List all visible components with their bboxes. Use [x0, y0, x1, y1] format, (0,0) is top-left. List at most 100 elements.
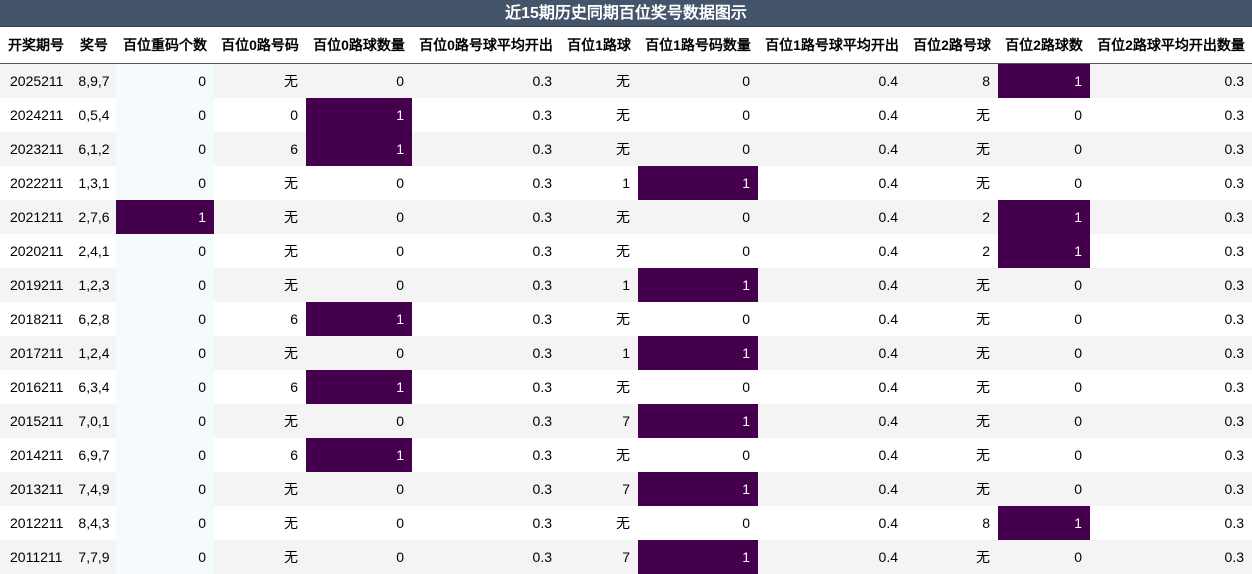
col-route0-number-cell: 无 [284, 175, 298, 191]
table-row: 2020211 2,4,1 0 无 0 0.3 无 0 0.4 2 1 0.3 [0, 234, 1252, 268]
col-route0-count-cell: 0 [306, 404, 412, 438]
col-hundreds-repeat-count-cell: 0 [116, 472, 214, 506]
col-route1-average-cell: 0.4 [878, 175, 898, 191]
table-row: 2025211 8,9,7 0 无 0 0.3 无 0 0.4 8 1 0.3 [0, 63, 1252, 98]
col-route2-ball-cell: 无 [976, 107, 990, 123]
col-route0-number-cell: 无 [214, 63, 306, 98]
table-body: 2025211 8,9,7 0 无 0 0.3 无 0 0.4 8 1 0.3 2024211 0,5,4… [0, 63, 1252, 574]
table-row: 2023211 6,1,2 0 6 1 0.3 无 0 0.4 无 0 0.3 [0, 132, 1252, 166]
col-route1-average-cell: 0.4 [878, 107, 898, 123]
col-winning-number-cell: 6,1,2 [72, 132, 116, 166]
col-draw-number-cell: 2018211 [10, 311, 64, 327]
col-draw-number-cell: 2011211 [0, 540, 72, 574]
col-route1-count-cell: 0 [638, 132, 758, 166]
col-route1-average-cell: 0.4 [758, 200, 906, 234]
col-draw-number-header: 开奖期号 [0, 27, 72, 64]
col-winning-number-cell: 8,9,7 [72, 63, 116, 98]
col-route0-average-cell: 0.3 [532, 515, 552, 531]
col-route1-average-header: 百位1路号球平均开出 [758, 27, 906, 64]
table-row: 2014211 6,9,7 0 6 1 0.3 无 0 0.4 无 0 0.3 [0, 438, 1252, 472]
col-route2-count-cell: 0 [1074, 311, 1082, 327]
col-route0-count-cell: 1 [306, 438, 412, 472]
col-route1-ball-cell: 无 [616, 311, 630, 327]
col-route1-average-cell: 0.4 [758, 404, 906, 438]
col-route2-ball-cell: 无 [906, 472, 998, 506]
col-route2-average-cell: 0.3 [1090, 472, 1252, 506]
table-row: 2016211 6,3,4 0 6 1 0.3 无 0 0.4 无 0 0.3 [0, 370, 1252, 404]
col-route0-average-cell: 0.3 [412, 132, 560, 166]
table-row: 2024211 0,5,4 0 0 1 0.3 无 0 0.4 无 0 0.3 [0, 98, 1252, 132]
col-route0-average-cell: 0.3 [532, 107, 552, 123]
col-route1-ball-cell: 无 [616, 107, 630, 123]
col-route2-count-cell: 0 [998, 472, 1090, 506]
table-row: 2018211 6,2,8 0 6 1 0.3 无 0 0.4 无 0 0.3 [0, 302, 1252, 336]
col-route1-ball-cell: 无 [560, 200, 638, 234]
col-route1-count-cell: 0 [742, 515, 750, 531]
col-route0-count-cell: 0 [396, 243, 404, 259]
col-hundreds-repeat-count-cell: 0 [116, 234, 214, 268]
col-route0-number-cell: 6 [214, 132, 306, 166]
col-route1-ball-cell: 无 [560, 132, 638, 166]
col-route1-average-cell: 0.4 [878, 515, 898, 531]
col-route1-ball-cell: 无 [616, 379, 630, 395]
col-route2-count-cell: 1 [998, 506, 1090, 540]
col-route2-ball-cell: 无 [976, 311, 990, 327]
col-route2-average-cell: 0.3 [1090, 200, 1252, 234]
col-route0-count-cell: 0 [306, 200, 412, 234]
col-route1-ball-cell: 无 [616, 447, 630, 463]
col-route0-count-cell: 1 [306, 132, 412, 166]
col-route2-ball-cell: 无 [976, 175, 990, 191]
header-row: 开奖期号 奖号 百位重码个数 百位0路号码 百位0路球数量 百位0路号球平均开出 百位1路球… [0, 27, 1252, 64]
col-route0-number-cell: 无 [284, 243, 298, 259]
col-route1-count-cell: 1 [638, 336, 758, 370]
col-route1-average-cell: 0.4 [758, 472, 906, 506]
col-route2-ball-cell: 2 [982, 243, 990, 259]
col-route0-count-cell: 0 [396, 175, 404, 191]
col-route2-average-cell: 0.3 [1224, 515, 1244, 531]
col-route0-average-cell: 0.3 [412, 540, 560, 574]
col-hundreds-repeat-count-cell: 0 [116, 404, 214, 438]
col-draw-number-cell: 2020211 [10, 243, 64, 259]
col-draw-number-cell: 2022211 [10, 175, 64, 191]
col-route0-average-cell: 0.3 [412, 268, 560, 302]
col-route2-count-cell: 0 [998, 336, 1090, 370]
col-route2-ball-cell: 无 [976, 379, 990, 395]
col-route1-average-cell: 0.4 [878, 243, 898, 259]
col-route2-average-cell: 0.3 [1224, 107, 1244, 123]
col-hundreds-repeat-count-cell: 1 [116, 200, 214, 234]
col-route0-count-cell: 0 [396, 515, 404, 531]
col-route1-ball-cell: 7 [560, 540, 638, 574]
col-draw-number-cell: 2014211 [10, 447, 64, 463]
col-route1-average-cell: 0.4 [758, 63, 906, 98]
col-route2-count-header: 百位2路球数 [998, 27, 1090, 64]
col-route0-average-cell: 0.3 [412, 404, 560, 438]
col-route0-count-cell: 1 [306, 302, 412, 336]
col-winning-number-cell: 1,2,4 [72, 336, 116, 370]
col-hundreds-repeat-count-cell: 0 [116, 132, 214, 166]
col-draw-number-cell: 2023211 [0, 132, 72, 166]
col-route2-average-cell: 0.3 [1090, 404, 1252, 438]
col-route1-average-cell: 0.4 [758, 132, 906, 166]
col-route2-average-header: 百位2路球平均开出数量 [1090, 27, 1252, 64]
col-route0-count-cell: 1 [306, 98, 412, 132]
col-hundreds-repeat-count-cell: 0 [116, 506, 214, 540]
col-route0-count-cell: 1 [306, 370, 412, 404]
col-route1-average-cell: 0.4 [878, 379, 898, 395]
col-route1-count-cell: 1 [638, 268, 758, 302]
col-route1-count-cell: 0 [742, 379, 750, 395]
col-route0-number-cell: 无 [214, 540, 306, 574]
col-route2-average-cell: 0.3 [1224, 175, 1244, 191]
col-route2-average-cell: 0.3 [1090, 336, 1252, 370]
col-route2-ball-cell: 2 [906, 200, 998, 234]
col-route2-count-cell: 0 [998, 132, 1090, 166]
col-route2-ball-header: 百位2路号球 [906, 27, 998, 64]
col-route2-count-cell: 0 [998, 268, 1090, 302]
col-route2-average-cell: 0.3 [1224, 243, 1244, 259]
col-route0-average-cell: 0.3 [532, 379, 552, 395]
col-route0-average-cell: 0.3 [412, 200, 560, 234]
col-draw-number-cell: 2025211 [0, 63, 72, 98]
col-route1-average-cell: 0.4 [758, 336, 906, 370]
col-route1-count-cell: 0 [742, 311, 750, 327]
col-winning-number-cell: 6,2,8 [78, 311, 110, 327]
col-route0-number-cell: 无 [214, 404, 306, 438]
